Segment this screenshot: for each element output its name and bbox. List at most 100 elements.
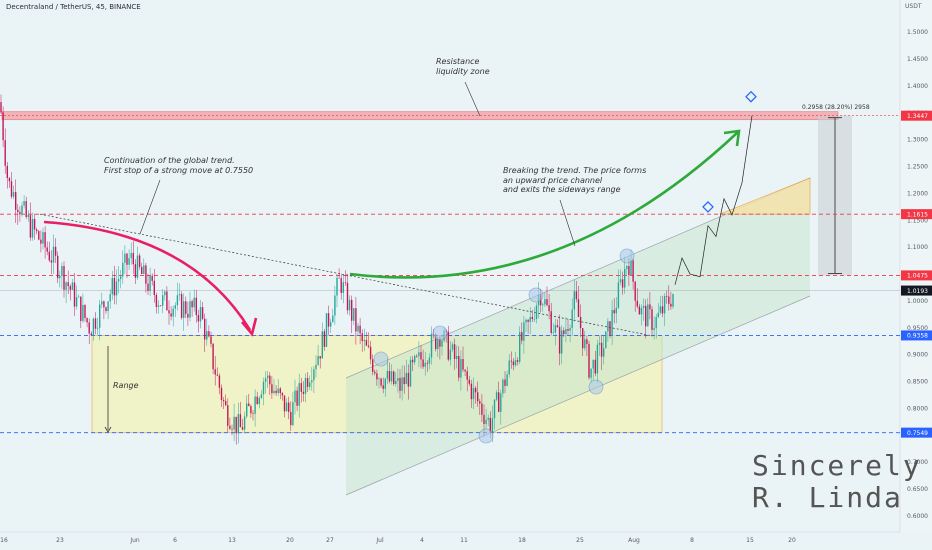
signature: Sincerely R. Linda	[752, 449, 922, 515]
y-tick-label: 0.8000	[907, 405, 928, 412]
candle-body	[170, 313, 172, 317]
candle-body	[103, 301, 105, 308]
candle-body	[510, 360, 512, 362]
candle-body	[124, 253, 126, 263]
candle-body	[638, 306, 641, 315]
candle-body	[495, 392, 498, 400]
candle-body	[508, 360, 510, 375]
candle-body	[338, 277, 340, 279]
touch-point-circle	[528, 287, 544, 303]
candle-body	[441, 340, 443, 347]
candle-body	[447, 331, 449, 360]
candle-body	[645, 305, 647, 327]
candle-body	[414, 355, 416, 363]
candle-body	[569, 327, 571, 331]
candle-body	[151, 275, 153, 281]
candle-body	[565, 329, 567, 335]
candle-body	[477, 392, 479, 402]
candle-body	[556, 325, 559, 328]
target-diamond-icon	[702, 201, 714, 213]
currency-label: USDT	[905, 3, 922, 10]
candle-body	[630, 260, 632, 276]
candle-body	[514, 360, 517, 366]
candle-body	[363, 339, 365, 342]
candle-body	[369, 346, 372, 360]
candle-body	[216, 374, 218, 376]
candle-body	[246, 403, 248, 417]
candle-body	[279, 388, 281, 394]
candle-body	[273, 390, 275, 394]
candle-body	[222, 399, 225, 402]
candle-body	[204, 318, 206, 340]
candle-body	[548, 305, 550, 312]
candle-body	[90, 333, 92, 336]
candle-body	[111, 277, 113, 295]
candle-body	[435, 334, 437, 350]
candle-body	[605, 331, 607, 349]
candle-body	[376, 373, 378, 380]
price-label: 1.0475	[907, 273, 928, 280]
y-tick-label: 1.2500	[907, 164, 928, 171]
candle-body	[304, 378, 307, 394]
continuation-annotation: Continuation of the global trend. First …	[104, 156, 254, 175]
candle-body	[552, 332, 554, 334]
candle-body	[351, 299, 353, 321]
candle-body	[355, 308, 357, 332]
candle-body	[504, 379, 506, 386]
candle-body	[519, 332, 521, 362]
candle-body	[136, 255, 139, 278]
candle-body	[340, 278, 342, 293]
candle-body	[642, 305, 645, 308]
candle-body	[588, 343, 590, 378]
candle-body	[275, 390, 277, 393]
candle-body	[403, 377, 405, 385]
target-diamond-icon	[745, 90, 757, 103]
candle-body	[330, 322, 332, 327]
candle-body	[237, 414, 239, 434]
candle-body	[235, 416, 237, 434]
x-tick-label: 16	[0, 537, 8, 544]
candle-body	[550, 311, 552, 333]
price-axis-background	[900, 0, 932, 532]
candle-body	[134, 264, 137, 278]
candle-body	[416, 355, 418, 357]
candle-body	[19, 212, 21, 215]
candle-body	[558, 327, 561, 354]
candle-body	[474, 387, 477, 393]
candle-body	[33, 218, 36, 230]
candle-body	[2, 112, 4, 141]
candle-body	[609, 321, 611, 336]
candle-body	[267, 375, 269, 379]
x-tick-label: 20	[788, 537, 796, 544]
x-tick-label: 23	[56, 537, 64, 544]
candle-body	[271, 384, 273, 394]
candle-body	[323, 331, 326, 347]
y-tick-label: 0.8500	[907, 379, 928, 386]
candle-body	[390, 371, 393, 382]
candle-body	[269, 375, 271, 385]
candle-body	[258, 397, 260, 404]
price-channel	[346, 178, 810, 495]
candle-body	[661, 306, 664, 314]
candle-body	[67, 282, 69, 287]
candle-body	[458, 356, 460, 378]
x-tick-label: Aug	[628, 537, 640, 544]
price-label-box	[901, 427, 932, 438]
touch-point-circle	[478, 428, 494, 444]
projected-price-path	[674, 115, 753, 285]
candle-body	[122, 262, 124, 277]
candle-body	[525, 319, 527, 323]
price-label: 0.9358	[907, 333, 928, 340]
candle-body	[523, 322, 525, 341]
x-tick-label: 11	[460, 537, 468, 544]
candle-body	[420, 352, 422, 360]
candle-body	[197, 315, 200, 322]
candle-body	[336, 277, 338, 296]
candle-body	[126, 253, 128, 265]
candle-body	[84, 304, 86, 319]
candle-body	[88, 322, 90, 334]
candle-body	[405, 372, 407, 385]
candle-body	[38, 231, 40, 240]
candle-body	[315, 364, 317, 370]
candle-body	[521, 332, 523, 341]
